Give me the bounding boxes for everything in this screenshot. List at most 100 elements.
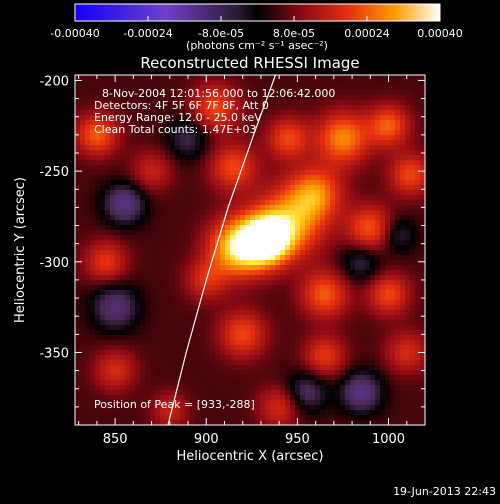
heatmap-cell [85, 290, 91, 296]
heatmap-cell [245, 305, 251, 311]
heatmap-cell [290, 375, 296, 381]
heatmap-cell [90, 275, 96, 281]
heatmap-cell [355, 205, 361, 211]
heatmap-cell [100, 325, 106, 331]
heatmap-cell [85, 315, 91, 321]
heatmap-cell [305, 395, 311, 401]
heatmap-cell [375, 295, 381, 301]
heatmap-cell [345, 355, 351, 361]
heatmap-cell [150, 340, 156, 346]
heatmap-cell [100, 275, 106, 281]
heatmap-cell [295, 340, 301, 346]
heatmap-cell [405, 125, 411, 131]
heatmap-cell [350, 185, 356, 191]
heatmap-cell [300, 140, 306, 146]
heatmap-cell [190, 370, 196, 376]
heatmap-cell [380, 145, 386, 151]
heatmap-cell [360, 325, 366, 331]
heatmap-cell [240, 355, 246, 361]
heatmap-cell [90, 255, 96, 261]
heatmap-cell [370, 405, 376, 411]
heatmap-cell [150, 345, 156, 351]
heatmap-cell [165, 370, 171, 376]
heatmap-cell [385, 385, 391, 391]
heatmap-cell [410, 270, 416, 276]
heatmap-cell [145, 195, 151, 201]
heatmap-cell [80, 305, 86, 311]
heatmap-cell [185, 370, 191, 376]
heatmap-cell [315, 330, 321, 336]
heatmap-cell [275, 345, 281, 351]
heatmap-cell [295, 125, 301, 131]
heatmap-cell [155, 180, 161, 186]
heatmap-cell [95, 250, 101, 256]
heatmap-cell [265, 155, 271, 161]
heatmap-cell [335, 390, 341, 396]
heatmap-cell [200, 375, 206, 381]
heatmap-cell [350, 140, 356, 146]
heatmap-cell [395, 250, 401, 256]
heatmap-cell [265, 270, 271, 276]
heatmap-cell [220, 155, 226, 161]
heatmap-cell [360, 225, 366, 231]
heatmap-cell [130, 200, 136, 206]
heatmap-cell [395, 285, 401, 291]
heatmap-cell [240, 370, 246, 376]
heatmap-cell [325, 355, 331, 361]
heatmap-cell [185, 175, 191, 181]
heatmap-cell [160, 150, 166, 156]
heatmap-cell [380, 330, 386, 336]
heatmap-cell [95, 230, 101, 236]
heatmap-cell [125, 215, 131, 221]
heatmap-cell [270, 215, 276, 221]
heatmap-cell [160, 165, 166, 171]
heatmap-cell [270, 155, 276, 161]
heatmap-cell [145, 355, 151, 361]
heatmap-cell [380, 225, 386, 231]
heatmap-cell [355, 365, 361, 371]
heatmap-cell [365, 170, 371, 176]
heatmap-cell [390, 140, 396, 146]
heatmap-cell [325, 105, 331, 111]
heatmap-cell [150, 350, 156, 356]
heatmap-cell [90, 290, 96, 296]
heatmap-cell [85, 410, 91, 416]
heatmap-cell [325, 390, 331, 396]
heatmap-cell [95, 300, 101, 306]
heatmap-cell [280, 235, 286, 241]
heatmap-cell [365, 215, 371, 221]
heatmap-cell [175, 165, 181, 171]
heatmap-cell [380, 230, 386, 236]
heatmap-cell [180, 320, 186, 326]
heatmap-cell [140, 220, 146, 226]
heatmap-cell [210, 160, 216, 166]
heatmap-cell [135, 145, 141, 151]
heatmap-cell [260, 315, 266, 321]
heatmap-cell [285, 245, 291, 251]
heatmap-cell [315, 360, 321, 366]
heatmap-cell [235, 165, 241, 171]
heatmap-cell [390, 85, 396, 91]
heatmap-cell [290, 345, 296, 351]
heatmap-cell [260, 395, 266, 401]
heatmap-cell [185, 145, 191, 151]
heatmap-cell [410, 75, 416, 81]
heatmap-cell [265, 75, 271, 81]
heatmap-cell [390, 215, 396, 221]
heatmap-cell [330, 345, 336, 351]
heatmap-cell [220, 345, 226, 351]
heatmap-cell [400, 390, 406, 396]
heatmap-cell [100, 280, 106, 286]
heatmap-cell [155, 205, 161, 211]
heatmap-cell [305, 165, 311, 171]
heatmap-cell [245, 355, 251, 361]
heatmap-cell [410, 215, 416, 221]
heatmap-cell [200, 340, 206, 346]
heatmap-cell [230, 170, 236, 176]
heatmap-cell [280, 255, 286, 261]
heatmap-cell [265, 325, 271, 331]
heatmap-cell [150, 375, 156, 381]
heatmap-cell [320, 230, 326, 236]
heatmap-cell [335, 225, 341, 231]
heatmap-cell [125, 350, 131, 356]
